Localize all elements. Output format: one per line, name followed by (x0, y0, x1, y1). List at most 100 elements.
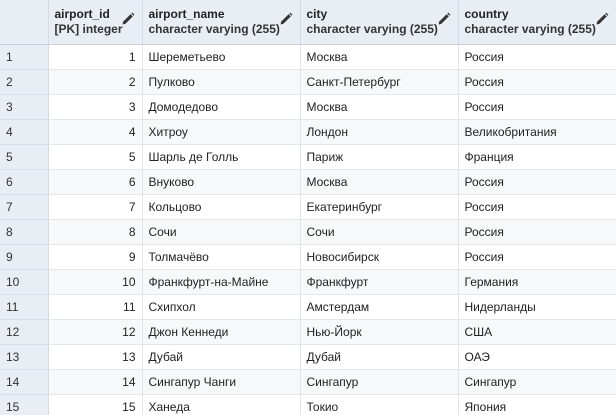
cell-city[interactable]: Дубай (300, 344, 459, 370)
row-number[interactable]: 6 (0, 169, 49, 195)
table-row[interactable]: 15 15 Ханеда Токио Япония (0, 394, 616, 415)
cell-airport-id[interactable]: 4 (48, 119, 143, 145)
row-number[interactable]: 7 (0, 194, 49, 220)
cell-city[interactable]: Москва (300, 44, 459, 70)
cell-country[interactable]: ОАЭ (458, 344, 616, 370)
cell-airport-id[interactable]: 7 (48, 194, 143, 220)
table-row[interactable]: 14 14 Сингапур Чанги Сингапур Сингапур (0, 369, 616, 395)
table-row[interactable]: 13 13 Дубай Дубай ОАЭ (0, 344, 616, 370)
cell-airport-id[interactable]: 8 (48, 219, 143, 245)
row-number[interactable]: 14 (0, 369, 49, 395)
cell-airport-name[interactable]: Франкфурт-на-Майне (142, 269, 301, 295)
table-row[interactable]: 10 10 Франкфурт-на-Майне Франкфурт Герма… (0, 269, 616, 295)
row-number[interactable]: 9 (0, 244, 49, 270)
cell-country[interactable]: Сингапур (458, 369, 616, 395)
cell-city[interactable]: Москва (300, 169, 459, 195)
pencil-icon[interactable] (595, 12, 609, 26)
table-row[interactable]: 1 1 Шереметьево Москва Россия (0, 44, 616, 70)
cell-airport-id[interactable]: 11 (48, 294, 143, 320)
column-header-country[interactable]: country character varying (255) (458, 0, 616, 45)
cell-country[interactable]: США (458, 319, 616, 345)
cell-airport-name[interactable]: Хитроу (142, 119, 301, 145)
cell-country[interactable]: Россия (458, 169, 616, 195)
row-number[interactable]: 12 (0, 319, 49, 345)
table-row[interactable]: 4 4 Хитроу Лондон Великобритания (0, 119, 616, 145)
cell-airport-name[interactable]: Толмачёво (142, 244, 301, 270)
cell-airport-name[interactable]: Дубай (142, 344, 301, 370)
row-number[interactable]: 3 (0, 94, 49, 120)
cell-city[interactable]: Франкфурт (300, 269, 459, 295)
cell-city[interactable]: Санкт-Петербург (300, 69, 459, 95)
cell-country[interactable]: Россия (458, 194, 616, 220)
table-row[interactable]: 6 6 Внуково Москва Россия (0, 169, 616, 195)
cell-city[interactable]: Москва (300, 94, 459, 120)
cell-airport-name[interactable]: Схипхол (142, 294, 301, 320)
column-header-airport-id[interactable]: airport_id [PK] integer (48, 0, 143, 45)
cell-airport-id[interactable]: 6 (48, 169, 143, 195)
column-header-airport-name[interactable]: airport_name character varying (255) (142, 0, 301, 45)
cell-airport-name[interactable]: Домодедово (142, 94, 301, 120)
table-row[interactable]: 5 5 Шарль де Голль Париж Франция (0, 144, 616, 170)
cell-airport-name[interactable]: Ханеда (142, 394, 301, 415)
cell-country[interactable]: Великобритания (458, 119, 616, 145)
cell-airport-name[interactable]: Сочи (142, 219, 301, 245)
pencil-icon[interactable] (437, 12, 451, 26)
cell-city[interactable]: Амстердам (300, 294, 459, 320)
cell-airport-id[interactable]: 12 (48, 319, 143, 345)
cell-country[interactable]: Германия (458, 269, 616, 295)
table-row[interactable]: 8 8 Сочи Сочи Россия (0, 219, 616, 245)
cell-country[interactable]: Россия (458, 244, 616, 270)
table-row[interactable]: 7 7 Кольцово Екатеринбург Россия (0, 194, 616, 220)
cell-country[interactable]: Россия (458, 44, 616, 70)
row-number[interactable]: 11 (0, 294, 49, 320)
table-row[interactable]: 11 11 Схипхол Амстердам Нидерланды (0, 294, 616, 320)
cell-airport-id[interactable]: 2 (48, 69, 143, 95)
row-number[interactable]: 13 (0, 344, 49, 370)
row-number[interactable]: 5 (0, 144, 49, 170)
pencil-icon[interactable] (121, 12, 135, 26)
cell-city[interactable]: Лондон (300, 119, 459, 145)
select-all-corner[interactable] (0, 0, 49, 45)
row-number[interactable]: 10 (0, 269, 49, 295)
row-number[interactable]: 15 (0, 394, 49, 415)
column-type: character varying (255) (306, 22, 438, 36)
cell-city[interactable]: Сингапур (300, 369, 459, 395)
cell-airport-id[interactable]: 9 (48, 244, 143, 270)
cell-airport-id[interactable]: 10 (48, 269, 143, 295)
cell-country[interactable]: Россия (458, 94, 616, 120)
table-row[interactable]: 2 2 Пулково Санкт-Петербург Россия (0, 69, 616, 95)
row-number[interactable]: 4 (0, 119, 49, 145)
cell-city[interactable]: Новосибирск (300, 244, 459, 270)
pencil-icon[interactable] (279, 12, 293, 26)
cell-airport-id[interactable]: 1 (48, 44, 143, 70)
column-header-city[interactable]: city character varying (255) (300, 0, 459, 45)
cell-airport-id[interactable]: 15 (48, 394, 143, 415)
cell-airport-id[interactable]: 13 (48, 344, 143, 370)
cell-airport-name[interactable]: Внуково (142, 169, 301, 195)
cell-city[interactable]: Сочи (300, 219, 459, 245)
cell-airport-name[interactable]: Шарль де Голль (142, 144, 301, 170)
cell-city[interactable]: Екатеринбург (300, 194, 459, 220)
cell-city[interactable]: Нью-Йорк (300, 319, 459, 345)
cell-city[interactable]: Токио (300, 394, 459, 415)
cell-country[interactable]: Россия (458, 69, 616, 95)
cell-country[interactable]: Нидерланды (458, 294, 616, 320)
row-number[interactable]: 8 (0, 219, 49, 245)
cell-airport-name[interactable]: Сингапур Чанги (142, 369, 301, 395)
row-number[interactable]: 1 (0, 44, 49, 70)
cell-country[interactable]: Россия (458, 219, 616, 245)
cell-country[interactable]: Япония (458, 394, 616, 415)
table-row[interactable]: 12 12 Джон Кеннеди Нью-Йорк США (0, 319, 616, 345)
table-row[interactable]: 3 3 Домодедово Москва Россия (0, 94, 616, 120)
cell-city[interactable]: Париж (300, 144, 459, 170)
cell-airport-id[interactable]: 5 (48, 144, 143, 170)
table-row[interactable]: 9 9 Толмачёво Новосибирск Россия (0, 244, 616, 270)
cell-airport-name[interactable]: Кольцово (142, 194, 301, 220)
cell-airport-name[interactable]: Пулково (142, 69, 301, 95)
cell-country[interactable]: Франция (458, 144, 616, 170)
cell-airport-id[interactable]: 3 (48, 94, 143, 120)
row-number[interactable]: 2 (0, 69, 49, 95)
cell-airport-id[interactable]: 14 (48, 369, 143, 395)
cell-airport-name[interactable]: Джон Кеннеди (142, 319, 301, 345)
cell-airport-name[interactable]: Шереметьево (142, 44, 301, 70)
